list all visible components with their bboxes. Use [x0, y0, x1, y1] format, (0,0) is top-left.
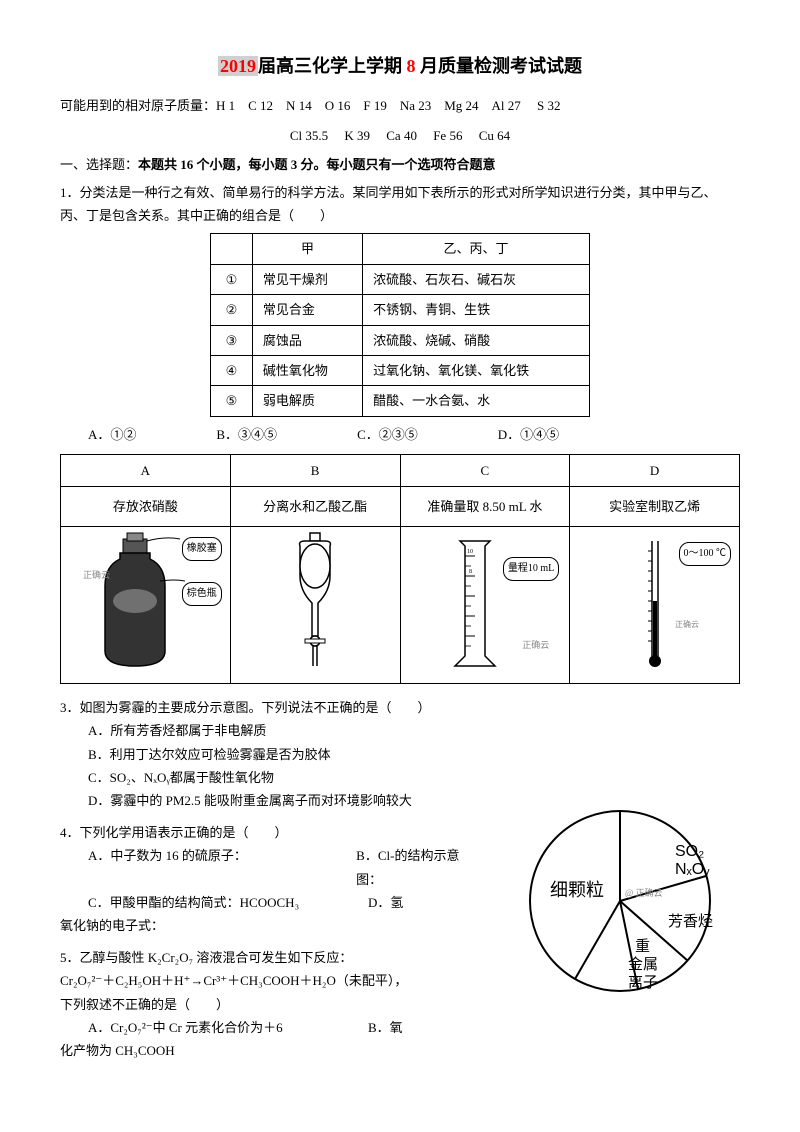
table-row: ④ 碱性氧化物 过氧化钠、氧化镁、氧化铁	[211, 355, 590, 385]
q3-opt-a: A．所有芳香烃都属于非电解质	[88, 719, 740, 742]
q4-opt-c: C．甲酸甲酯的结构简式：HCOOCH₃	[88, 891, 368, 914]
question-3: 3．如图为雾霾的主要成分示意图。下列说法不正确的是（ ） A．所有芳香烃都属于非…	[60, 696, 740, 813]
q1-opt-d: D．①④⑤	[498, 423, 559, 446]
question-1: 1．分类法是一种行之有效、简单易行的科学方法。某同学用如下表所示的形式对所学知识…	[60, 181, 740, 447]
pie-label-heavy3: 离子	[628, 974, 658, 991]
cylinder-label: 量程10 mL	[503, 557, 559, 581]
q4-opt-b: B．Cl-的结构示意图：	[356, 844, 480, 891]
title-year: 2019	[218, 56, 258, 76]
watermark: 正确云	[522, 637, 549, 653]
table-row: ① 常见干燥剂 浓硫酸、石灰石、碱石灰	[211, 264, 590, 294]
funnel-cell	[230, 527, 400, 683]
table-row: ⑤ 弱电解质 醋酸、一水合氨、水	[211, 386, 590, 416]
title-month: 8	[407, 56, 416, 76]
atomic-mass-line2: Cl 35.5 K 39 Ca 40 Fe 56 Cu 64	[60, 124, 740, 147]
q5-options: A．Cr₂O₇²⁻中 Cr 元素化合价为＋6 B．氧	[88, 1016, 480, 1039]
q1-opt-c: C．②③⑤	[357, 423, 418, 446]
pie-label-heavy1: 重	[635, 938, 650, 955]
table-header-row: 甲 乙、丙、丁	[211, 234, 590, 264]
thermo-label: 0～100 ℃	[679, 542, 732, 566]
question-5: 5．乙醇与酸性 K₂Cr₂O₇ 溶液混合可发生如下反应： Cr₂O₇²⁻＋C₂H…	[60, 946, 480, 1063]
pie-label-fine: 细颗粒	[550, 880, 604, 900]
pie-chart: 细颗粒 SO₂ NₓOᵧ 芳香烃 重 金属 离子 @ 正确云	[520, 801, 750, 1010]
q1-text: 1．分类法是一种行之有效、简单易行的科学方法。某同学用如下表所示的形式对所学知识…	[60, 181, 740, 228]
watermark: 正确云	[675, 618, 699, 632]
apparatus-desc-row: 存放浓硝酸 分离水和乙酸乙酯 准确量取 8.50 mL 水 实验室制取乙烯	[61, 487, 740, 527]
page-title: 2019届高三化学上学期 8 月质量检测考试试题	[60, 50, 740, 82]
apparatus-table: A B C D 存放浓硝酸 分离水和乙酸乙酯 准确量取 8.50 mL 水 实验…	[60, 454, 740, 684]
q3-opt-b: B．利用丁达尔效应可检验雾霾是否为胶体	[88, 743, 740, 766]
thermometer-cell: 0～100 ℃ 正确云	[570, 527, 740, 683]
separating-funnel-icon	[280, 531, 350, 671]
q4-options: A．中子数为 16 的硫原子： B．Cl-的结构示意图： C．甲酸甲酯的结构简式…	[88, 844, 480, 914]
q5-text1: 5．乙醇与酸性 K₂Cr₂O₇ 溶液混合可发生如下反应：	[60, 946, 480, 969]
bottle-label: 棕色瓶	[182, 582, 222, 606]
q5-tail: 化产物为 CH₃COOH	[60, 1039, 480, 1062]
q5-text3: 下列叙述不正确的是（ ）	[60, 993, 480, 1016]
svg-text:8: 8	[469, 569, 472, 575]
question-4: 4．下列化学用语表示正确的是（ ） A．中子数为 16 的硫原子： B．Cl-的…	[60, 821, 480, 938]
pie-label-aromatic: 芳香烃	[668, 913, 713, 930]
q5-text2: Cr₂O₇²⁻＋C₂H₅OH＋H⁺→Cr³⁺＋CH₃COOH＋H₂O（未配平），	[60, 969, 480, 992]
q1-table: 甲 乙、丙、丁 ① 常见干燥剂 浓硫酸、石灰石、碱石灰 ② 常见合金 不锈钢、青…	[210, 233, 590, 416]
q4-text: 4．下列化学用语表示正确的是（ ）	[60, 821, 480, 844]
graduated-cylinder-icon: 10 8	[445, 531, 525, 671]
q4-tail: 氧化钠的电子式：	[60, 914, 480, 937]
bottle-cell: 橡胶塞 棕色瓶 正确云	[61, 527, 231, 683]
stopper-label: 橡胶塞	[182, 537, 222, 561]
q5-opt-b: B．氧	[368, 1016, 403, 1039]
pie-svg: 细颗粒 SO₂ NₓOᵧ 芳香烃 重 金属 离子 @ 正确云	[520, 801, 750, 1001]
apparatus-header-row: A B C D	[61, 455, 740, 487]
table-row: ③ 腐蚀品 浓硫酸、烧碱、硝酸	[211, 325, 590, 355]
atomic-mass-line1: 可能用到的相对原子质量：H 1 C 12 N 14 O 16 F 19 Na 2…	[60, 94, 740, 117]
pie-label-heavy2: 金属	[628, 956, 658, 973]
q1-opt-b: B．③④⑤	[216, 423, 277, 446]
pie-label-nxoy: NₓOᵧ	[675, 861, 710, 878]
q5-opt-a: A．Cr₂O₇²⁻中 Cr 元素化合价为＋6	[88, 1016, 368, 1039]
apparatus-img-row: 橡胶塞 棕色瓶 正确云	[61, 527, 740, 683]
q4-opt-a: A．中子数为 16 的硫原子：	[88, 844, 356, 891]
thermometer-icon	[630, 531, 680, 671]
section-header: 一、选择题：本题共 16 个小题，每小题 3 分。每小题只有一个选项符合题意	[60, 153, 740, 176]
q4-opt-d: D．氢	[368, 891, 403, 914]
q1-options: A．①② B．③④⑤ C．②③⑤ D．①④⑤	[88, 423, 740, 446]
watermark: 正确云	[83, 567, 110, 583]
svg-text:10: 10	[467, 549, 473, 555]
q3-options: A．所有芳香烃都属于非电解质 B．利用丁达尔效应可检验雾霾是否为胶体 C．SO₂…	[60, 719, 740, 813]
q3-text: 3．如图为雾霾的主要成分示意图。下列说法不正确的是（ ）	[60, 696, 740, 719]
pie-label-so2: SO₂	[675, 843, 704, 860]
table-row: ② 常见合金 不锈钢、青铜、生铁	[211, 295, 590, 325]
q3-opt-c: C．SO₂、NₓOᵧ都属于酸性氧化物	[88, 766, 740, 789]
q1-opt-a: A．①②	[88, 423, 136, 446]
watermark: @ 正确云	[625, 887, 663, 898]
cylinder-cell: 10 8 量程10 mL 正确云	[400, 527, 570, 683]
